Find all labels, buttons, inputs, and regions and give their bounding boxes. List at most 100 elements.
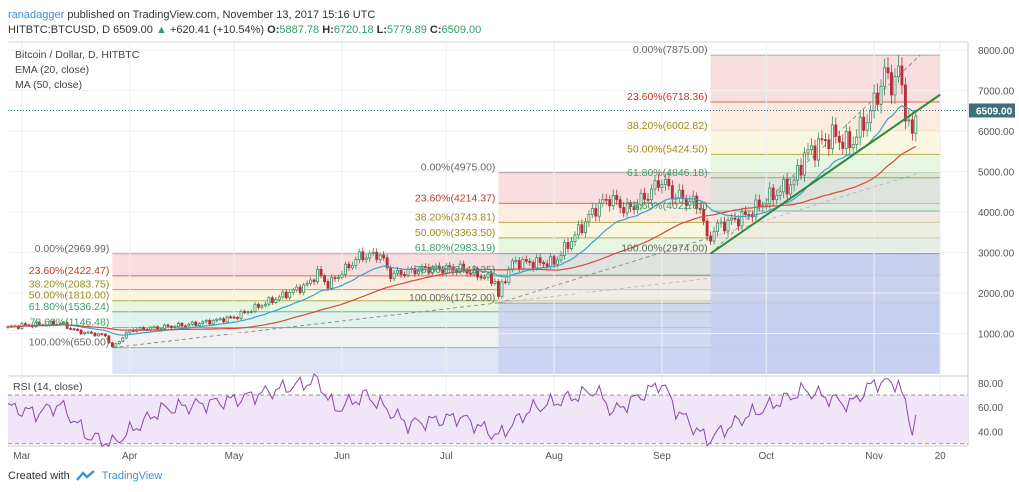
candle-body: [385, 257, 389, 268]
candle-body: [625, 203, 629, 214]
candle-body: [869, 110, 873, 124]
candle-body: [653, 180, 657, 190]
time-tick-label: Nov: [865, 451, 883, 462]
candle-body: [83, 332, 86, 335]
fib-level-label: 23.60%(2422.47): [29, 265, 110, 277]
candle-body: [643, 192, 646, 200]
candle-body: [250, 311, 253, 313]
candle: [896, 55, 900, 83]
author-link[interactable]: ranadagger: [8, 9, 65, 21]
candle: [354, 256, 358, 270]
candle-body: [107, 335, 111, 344]
candle-body: [576, 224, 580, 236]
candle-body: [403, 274, 406, 276]
candle: [639, 189, 643, 211]
candle: [862, 108, 866, 138]
price-tick-label: 3000.00: [978, 249, 1015, 260]
candle: [347, 261, 351, 272]
candle: [775, 189, 779, 205]
candle: [208, 318, 212, 326]
candle: [789, 178, 793, 199]
candle-body: [855, 136, 859, 145]
candle: [844, 123, 848, 155]
candle-body: [486, 273, 490, 278]
candle: [222, 317, 226, 324]
time-tick-label: Aug: [545, 451, 563, 462]
candle: [705, 217, 709, 241]
candle-body: [368, 252, 372, 259]
candle: [583, 217, 587, 238]
candle-body: [347, 263, 351, 269]
candle-body: [170, 325, 173, 328]
candle-body: [792, 179, 796, 186]
change-arrow-icon: ▲: [155, 24, 167, 36]
candle: [316, 265, 320, 285]
candle-body: [702, 209, 706, 222]
candle-body: [72, 328, 76, 331]
candle: [211, 318, 215, 326]
candle-body: [695, 195, 699, 209]
candle: [110, 341, 114, 348]
candle: [893, 68, 897, 105]
candle: [225, 315, 229, 324]
candle-body: [851, 144, 855, 149]
fib-level-label: 0.00%(4975.00): [421, 162, 496, 174]
candle-body: [618, 199, 622, 208]
candle-body: [364, 257, 368, 261]
candle-body: [96, 333, 100, 337]
candle-body: [883, 67, 886, 87]
fib-extension-zone: [710, 253, 941, 374]
time-axis[interactable]: Mar Apr May Jun Jul Aug Sep Oct Nov 20: [13, 451, 946, 462]
candle-body: [754, 199, 758, 218]
candle-body: [705, 220, 709, 237]
candle-body: [594, 208, 598, 217]
rsi-pane[interactable]: 80.00 60.00 40.00: [7, 372, 1003, 448]
price-axis[interactable]: 8000.00 7000.00 6000.00 5000.00 4000.00 3000.…: [969, 46, 1015, 341]
rsi-title: RSI (14, close): [13, 381, 82, 393]
candle: [653, 175, 657, 195]
candle-body: [243, 311, 246, 313]
candle-body: [757, 199, 761, 207]
candle-body: [288, 291, 292, 299]
time-tick-label: Jul: [440, 451, 453, 462]
candle: [69, 326, 73, 331]
candle: [239, 309, 243, 320]
candle: [625, 198, 629, 218]
indicator-lines: [7, 93, 968, 336]
candle-body: [472, 268, 476, 275]
candle-body: [361, 251, 365, 261]
candle: [566, 238, 570, 253]
candle: [618, 196, 622, 214]
candle: [173, 324, 177, 329]
candle: [176, 321, 180, 328]
candle: [90, 330, 93, 335]
candle-body: [632, 206, 636, 210]
candle-body: [580, 224, 584, 234]
tradingview-brand[interactable]: TradingView: [101, 470, 163, 482]
candle: [650, 184, 653, 206]
candle: [813, 139, 817, 168]
candle: [656, 173, 660, 192]
candle-body: [531, 262, 535, 269]
fib-level-label: 61.80%(4846.18): [627, 167, 708, 179]
candle: [382, 251, 386, 261]
price-tick-label: 6000.00: [978, 127, 1015, 138]
tradingview-logo-icon[interactable]: [75, 470, 96, 482]
candle-body: [218, 318, 222, 321]
candle: [79, 328, 83, 336]
candle-body: [858, 116, 862, 138]
candle-body: [688, 200, 692, 206]
candle-body: [277, 296, 281, 300]
candle: [792, 175, 796, 192]
candle-body: [305, 283, 309, 286]
candle: [336, 274, 340, 282]
candle: [183, 324, 187, 328]
candle: [872, 84, 876, 119]
candle-body: [796, 165, 800, 181]
candle: [803, 147, 806, 182]
candle: [716, 219, 720, 237]
rsi-line: [7, 372, 917, 448]
candle-body: [319, 268, 323, 277]
candle: [785, 173, 789, 200]
